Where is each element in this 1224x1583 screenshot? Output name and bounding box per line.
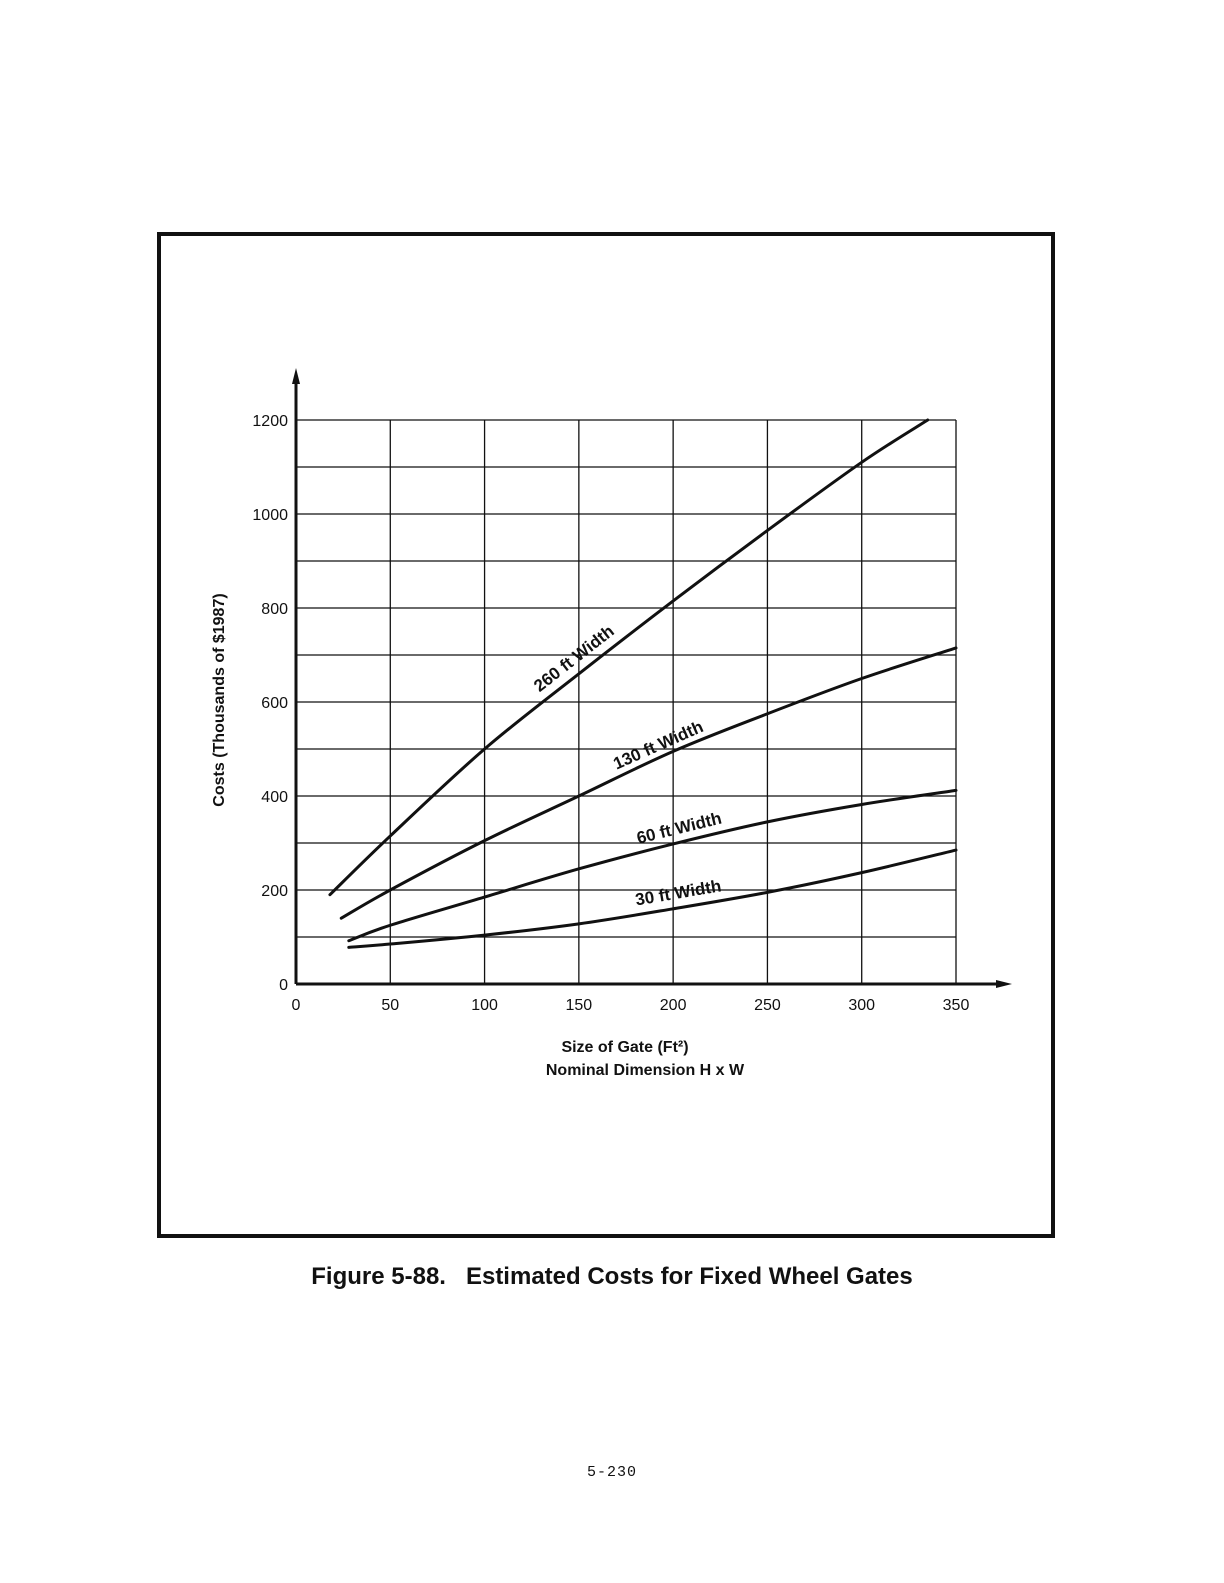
y-tick-label: 800 <box>261 601 288 618</box>
y-tick-label: 200 <box>261 883 288 900</box>
x-tick-label: 300 <box>848 997 875 1014</box>
x-tick-label: 50 <box>381 997 399 1014</box>
tick-labels: 0 200 400 600 800 1000 1200 0 50 100 150 200 250 300 3… <box>252 413 969 1014</box>
x-tick-label: 350 <box>943 997 970 1014</box>
y-tick-label: 600 <box>261 695 288 712</box>
y-tick-label: 1200 <box>252 413 288 430</box>
figure-caption: Figure 5-88. Estimated Costs for Fixed W… <box>311 1263 913 1290</box>
series-line <box>347 788 958 943</box>
x-tick-label: 250 <box>754 997 781 1014</box>
y-tick-label: 0 <box>279 977 288 994</box>
y-tick-label: 400 <box>261 789 288 806</box>
x-tick-label: 150 <box>566 997 593 1014</box>
series-line <box>339 646 958 920</box>
x-axis-subtitle: Nominal Dimension H x W <box>546 1062 745 1079</box>
grid <box>296 419 957 984</box>
y-axis-title: Costs (Thousands of $1987) <box>211 593 228 806</box>
y-axis-arrow-icon <box>292 368 300 384</box>
series-line <box>328 418 930 897</box>
series-line <box>347 848 958 949</box>
series-label: 260 ft Width <box>530 621 617 695</box>
series-label: 130 ft Width <box>610 717 706 773</box>
series-label: 30 ft Width <box>634 876 723 909</box>
page-number: 5-230 <box>586 1464 637 1481</box>
x-tick-label: 200 <box>660 997 687 1014</box>
axes <box>292 368 1012 988</box>
x-axis-title: Size of Gate (Ft²) <box>561 1039 688 1056</box>
x-tick-label: 0 <box>292 997 301 1014</box>
figure-frame <box>157 232 1055 1238</box>
y-tick-label: 1000 <box>252 507 288 524</box>
series-lines <box>328 418 958 949</box>
x-tick-label: 100 <box>471 997 498 1014</box>
x-axis-arrow-icon <box>996 980 1012 988</box>
